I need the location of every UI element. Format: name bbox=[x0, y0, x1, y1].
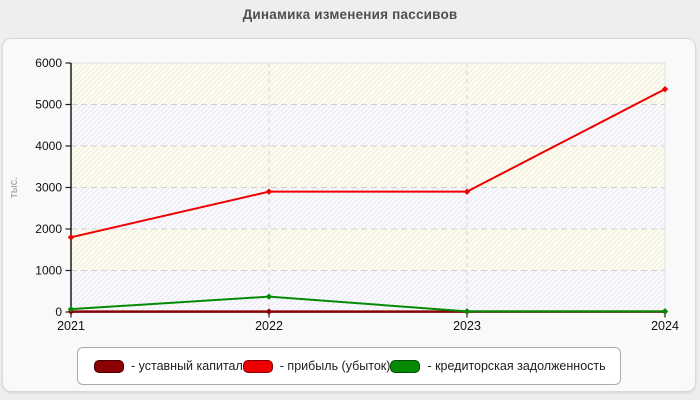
y-tick-label: 4000 bbox=[35, 139, 62, 153]
data-point-marker bbox=[67, 234, 75, 241]
y-tick-label: 5000 bbox=[35, 98, 62, 112]
chart-legend: - уставный капитал - прибыль (убыток) - … bbox=[77, 347, 621, 385]
data-point-marker bbox=[265, 308, 273, 315]
legend-item-ustavny-kapital: - уставный капитал bbox=[94, 359, 243, 373]
legend-swatch-dark-red bbox=[94, 359, 124, 373]
chart-panel: 0 1000 2000 3000 4000 5000 6000 2021 2022 2023 202… bbox=[2, 38, 696, 392]
data-point-marker bbox=[463, 188, 471, 195]
data-point-marker bbox=[661, 308, 669, 315]
y-tick-label: 0 bbox=[55, 305, 62, 319]
data-point-marker bbox=[67, 305, 75, 313]
plot-bands bbox=[71, 62, 666, 312]
x-tick-label: 2021 bbox=[57, 319, 85, 333]
y-tick-label: 1000 bbox=[35, 264, 62, 278]
series-line-1 bbox=[67, 85, 669, 241]
data-point-marker bbox=[265, 188, 273, 195]
y-tick-label: 2000 bbox=[35, 222, 62, 236]
line-chart: 0 1000 2000 3000 4000 5000 6000 2021 2022 2023 202… bbox=[8, 56, 679, 333]
x-tick-label: 2023 bbox=[453, 319, 481, 333]
data-point-marker bbox=[265, 293, 273, 300]
legend-label: - кредиторская задолженность bbox=[427, 359, 606, 373]
legend-label: - прибыль (убыток) bbox=[279, 359, 391, 373]
legend-swatch-green bbox=[390, 359, 421, 373]
x-tick-label: 2022 bbox=[255, 319, 283, 333]
legend-label: - уставный капитал bbox=[131, 359, 243, 373]
series-line-2 bbox=[67, 293, 669, 315]
gridlines bbox=[71, 63, 665, 312]
y-tick-label: 6000 bbox=[35, 56, 62, 70]
y-axis-unit-label: тыс. bbox=[8, 177, 20, 199]
legend-item-kreditorskaya-zadolzhennost: - кредиторская задолженность bbox=[390, 359, 606, 373]
x-tick-label: 2024 bbox=[651, 319, 679, 333]
chart-title: Динамика изменения пассивов bbox=[242, 7, 458, 22]
y-tick-label: 3000 bbox=[35, 181, 62, 195]
legend-item-pribyl-ubytok: - прибыль (убыток) bbox=[242, 359, 391, 373]
legend-swatch-red bbox=[242, 359, 273, 373]
data-point-marker bbox=[463, 308, 471, 315]
data-point-marker bbox=[661, 85, 669, 93]
